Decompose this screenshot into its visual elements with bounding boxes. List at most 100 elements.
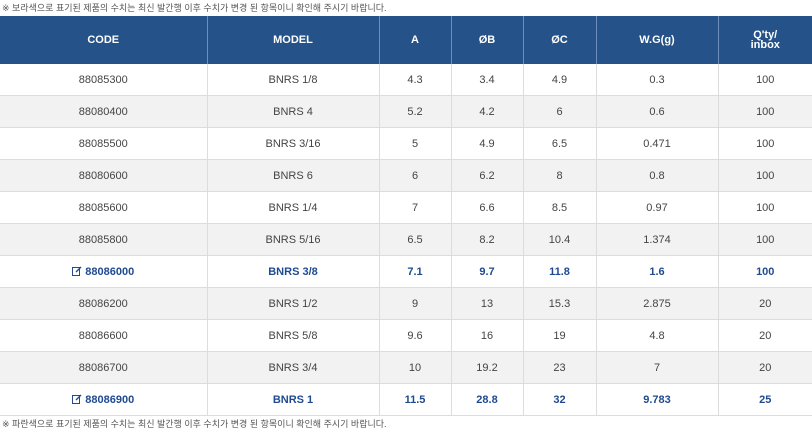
cell-qty: 20 [717,287,812,320]
cell-a-value: 9 [411,297,419,310]
cell-diameter-b-value: 28.8 [476,393,498,406]
header-row: CODE MODEL A ØB ØC W.G(g) Q'ty/inbox [0,16,812,64]
header-diameter-b: ØB [450,16,523,64]
cell-a-value: 5 [411,137,419,150]
cell-diameter-b: 28.8 [450,383,523,416]
cell-qty-value: 100 [756,169,775,182]
cell-weight-value: 2.875 [643,297,671,310]
cell-diameter-c-value: 6.5 [551,137,568,150]
cell-model: BNRS 6 [206,159,379,192]
cell-qty-value: 100 [756,137,775,150]
cell-model-value: BNRS 5/16 [265,233,321,246]
cell-diameter-b: 13 [450,287,523,320]
cell-weight: 1.6 [595,255,718,288]
cell-diameter-c-value: 8 [556,169,563,182]
cell-diameter-b: 8.2 [450,223,523,256]
cell-qty-value: 100 [756,73,775,86]
cell-diameter-b-value: 19.2 [476,361,498,374]
cell-diameter-b-value: 4.2 [479,105,495,118]
cell-weight-value: 7 [653,361,661,374]
cell-a: 9 [378,287,451,320]
cell-diameter-c-value: 19 [553,329,566,342]
cell-a: 5.2 [378,95,451,128]
cell-qty: 100 [717,223,812,256]
table-row: 88085800 BNRS 5/16 6.5 8.2 10.4 1.374 100 [0,223,812,256]
header-weight: W.G(g) [595,16,718,64]
cell-diameter-c: 23 [522,351,596,384]
cell-diameter-b: 3.4 [450,64,523,96]
cell-weight-value: 1.6 [649,265,665,278]
cell-weight-value: 0.471 [643,137,671,150]
cell-model: BNRS 1/8 [206,64,379,96]
cell-a: 6.5 [378,223,451,256]
cell-model-value: BNRS 4 [273,105,313,118]
cell-code: 88080600 [0,159,207,192]
cell-diameter-c-value: 32 [553,393,566,406]
cell-weight: 4.8 [595,319,718,352]
cell-weight-value: 0.8 [649,169,665,182]
cell-a: 9.6 [378,319,451,352]
cell-a-value: 7.1 [407,265,423,278]
cell-diameter-c: 4.9 [522,64,596,96]
cell-diameter-b: 6.6 [450,191,523,224]
header-qty: Q'ty/inbox [717,16,812,64]
cell-a-value: 6.5 [407,233,423,246]
header-code: CODE [0,16,207,64]
cell-qty: 100 [717,127,812,160]
cell-weight: 0.3 [595,64,718,96]
cell-a: 7 [378,191,451,224]
table-row: 88086200 BNRS 1/2 9 13 15.3 2.875 20 [0,287,812,320]
cell-qty-value: 20 [759,361,772,374]
table-row: 88086600 BNRS 5/8 9.6 16 19 4.8 20 [0,319,812,352]
cell-qty: 100 [717,95,812,128]
cell-code: 88085500 [0,127,207,160]
cell-weight: 0.471 [595,127,718,160]
cell-weight: 1.374 [595,223,718,256]
header-a: A [378,16,451,64]
header-model: MODEL [206,16,379,64]
cell-qty: 100 [717,255,812,288]
bottom-note: ※ 파란색으로 표기된 제품의 수치는 최신 발간행 이후 수치가 변경 된 항… [2,419,387,429]
top-note: ※ 보라색으로 표기된 제품의 수치는 최신 발간행 이후 수치가 변경 된 항… [2,3,387,13]
cell-a: 11.5 [378,383,451,416]
cell-diameter-c: 10.4 [522,223,596,256]
header-qty-line1: Q'ty/ [753,28,778,41]
cell-model-value: BNRS 1/8 [268,73,318,86]
cell-weight-value: 4.8 [649,329,665,342]
cell-diameter-c: 6.5 [522,127,596,160]
cell-code: 88085300 [0,64,207,96]
cell-model: BNRS 5/8 [206,319,379,352]
edit-icon [72,266,82,276]
cell-model: BNRS 1/4 [206,191,379,224]
cell-qty: 100 [717,191,812,224]
cell-code-value: 88085300 [78,73,128,86]
cell-a-value: 6 [411,169,419,182]
cell-model: BNRS 1 [206,383,379,416]
cell-code-value: 88086700 [78,361,128,374]
cell-a: 10 [378,351,451,384]
table-row: 88086900 BNRS 1 11.5 28.8 32 9.783 25 [0,383,812,416]
cell-qty-value: 100 [756,201,775,214]
cell-model-value: BNRS 3/8 [268,265,318,278]
cell-code-value: 88080400 [78,105,128,118]
cell-qty: 25 [717,383,812,416]
cell-qty: 100 [717,64,812,96]
cell-code-value: 88086000 [85,265,135,278]
cell-diameter-c-value: 10.4 [548,233,571,246]
cell-a-value: 4.3 [407,73,423,86]
table-row: 88085600 BNRS 1/4 7 6.6 8.5 0.97 100 [0,191,812,224]
table-row: 88080400 BNRS 4 5.2 4.2 6 0.6 100 [0,95,812,128]
cell-diameter-c: 11.8 [522,255,596,288]
cell-diameter-c: 32 [522,383,596,416]
cell-diameter-b: 4.2 [450,95,523,128]
cell-qty-value: 100 [756,105,775,118]
cell-weight: 0.8 [595,159,718,192]
header-qty-line2: inbox [750,38,780,51]
cell-model-value: BNRS 3/4 [268,361,318,374]
cell-code-value: 88085600 [78,201,128,214]
cell-diameter-c-value: 8.5 [551,201,568,214]
cell-diameter-c: 8 [522,159,596,192]
header-diameter-c: ØC [522,16,596,64]
cell-model-value: BNRS 1 [272,393,314,406]
cell-model: BNRS 4 [206,95,379,128]
